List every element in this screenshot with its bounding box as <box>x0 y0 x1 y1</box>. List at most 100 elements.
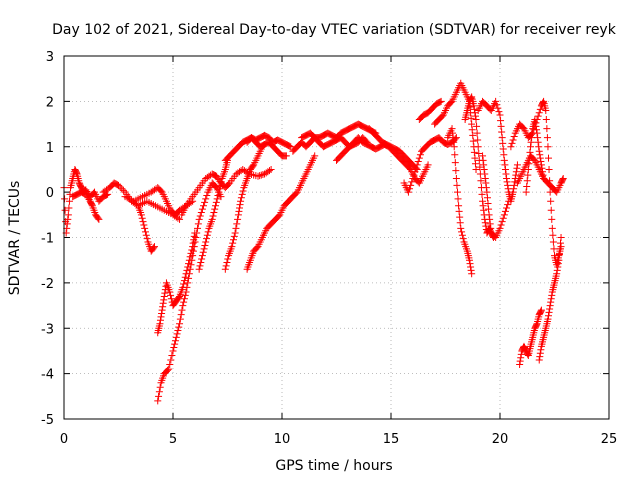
data-point <box>209 212 217 220</box>
data-point <box>534 112 542 120</box>
data-point <box>198 255 206 263</box>
y-tick-label: 2 <box>46 95 54 110</box>
data-point <box>458 231 466 239</box>
data-point <box>448 125 456 133</box>
series-arc-z <box>513 152 567 196</box>
data-point <box>189 247 197 255</box>
data-point <box>500 151 508 159</box>
data-point <box>497 221 505 229</box>
data-point <box>197 258 205 266</box>
y-tick-label: -5 <box>41 413 54 428</box>
data-point <box>157 313 165 321</box>
data-point <box>223 258 231 266</box>
data-point <box>451 151 459 159</box>
data-point <box>165 365 173 373</box>
data-point <box>217 178 225 186</box>
data-point <box>469 131 477 139</box>
data-point <box>468 126 476 134</box>
data-point <box>545 312 553 320</box>
data-point <box>259 171 267 179</box>
data-point <box>533 126 541 134</box>
x-tick-label: 5 <box>169 432 177 447</box>
data-point <box>473 129 481 137</box>
data-point <box>544 315 552 323</box>
data-point <box>158 306 166 314</box>
data-point <box>470 102 478 110</box>
data-point <box>229 239 237 247</box>
data-point <box>507 143 515 151</box>
data-point <box>155 388 163 396</box>
data-point <box>536 349 544 357</box>
data-point <box>449 134 457 142</box>
data-point <box>524 165 532 173</box>
data-point <box>467 114 475 122</box>
data-point <box>424 161 432 169</box>
data-point <box>454 195 462 203</box>
data-point <box>470 148 478 156</box>
data-point <box>282 152 290 160</box>
data-point <box>178 306 186 314</box>
data-point <box>525 154 533 162</box>
data-point <box>184 279 192 287</box>
data-point <box>505 197 513 205</box>
data-point <box>482 184 490 192</box>
data-point <box>172 333 180 341</box>
data-point <box>236 201 244 209</box>
data-point <box>196 212 204 220</box>
series-arc-i <box>195 156 231 273</box>
data-point <box>458 228 466 236</box>
data-point <box>234 211 242 219</box>
data-point <box>88 201 96 209</box>
data-point <box>180 295 188 303</box>
data-point <box>204 228 212 236</box>
data-point <box>537 346 545 354</box>
data-point <box>231 229 239 237</box>
y-tick-label: 0 <box>46 186 54 201</box>
data-point <box>553 266 561 274</box>
data-point <box>267 165 275 173</box>
data-point <box>539 168 547 176</box>
data-point <box>411 168 419 176</box>
data-point <box>484 199 492 207</box>
data-point <box>555 251 563 259</box>
data-point <box>542 116 550 124</box>
data-point <box>450 138 458 146</box>
data-point <box>481 170 489 178</box>
data-point <box>455 207 463 215</box>
data-point <box>501 161 509 169</box>
series-arc-w <box>474 97 521 205</box>
data-point <box>451 159 459 167</box>
data-point <box>453 181 461 189</box>
data-point <box>557 234 565 241</box>
data-point <box>216 185 224 193</box>
data-point <box>203 231 211 239</box>
data-point <box>526 148 534 156</box>
data-point <box>536 105 544 113</box>
data-point <box>556 239 564 247</box>
data-point <box>200 245 208 253</box>
data-point <box>171 340 179 348</box>
data-point <box>137 211 145 219</box>
data-point <box>142 231 150 239</box>
data-point <box>540 175 548 183</box>
data-point <box>161 289 169 297</box>
data-point <box>65 204 73 212</box>
data-point <box>167 291 175 299</box>
data-point <box>486 220 494 228</box>
data-point <box>482 179 490 187</box>
data-point <box>479 152 487 160</box>
data-point <box>237 197 245 205</box>
data-point <box>480 161 488 169</box>
data-point <box>195 215 203 223</box>
series-arc-g <box>154 179 225 405</box>
data-point <box>497 122 505 130</box>
y-tick-label: -2 <box>41 277 54 292</box>
data-point <box>437 97 445 105</box>
data-point <box>180 280 188 288</box>
data-point <box>188 256 196 264</box>
y-axis-label: SDTVAR / TECUs <box>7 181 23 296</box>
data-point <box>61 206 69 214</box>
data-point <box>194 220 202 228</box>
data-point <box>176 315 184 323</box>
data-point <box>550 245 558 253</box>
